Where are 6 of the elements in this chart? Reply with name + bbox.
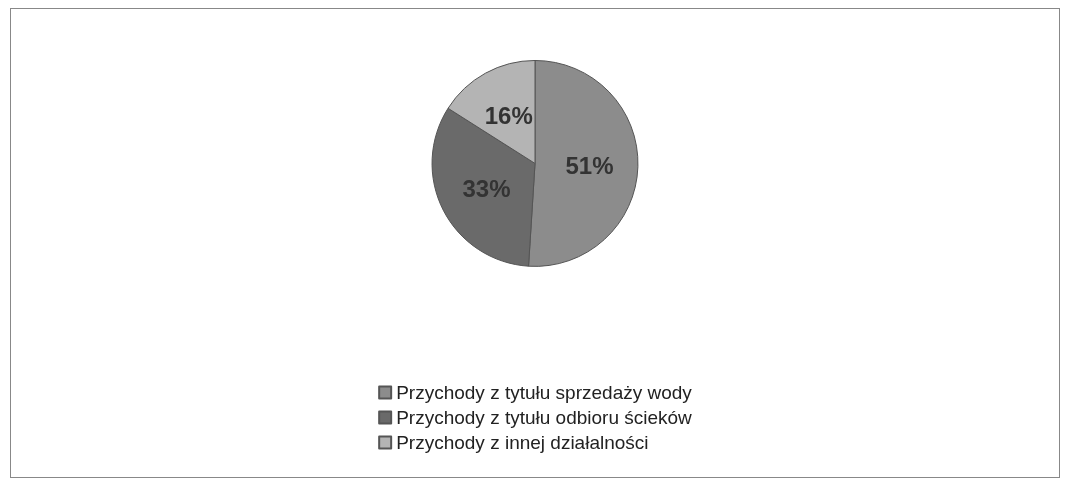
- data-label: 33%: [462, 174, 511, 202]
- legend-label: Przychody z innej działalności: [396, 432, 649, 453]
- legend-label: Przychody z tytułu sprzedaży wody: [396, 382, 693, 403]
- legend-label: Przychody z tytułu odbioru ścieków: [396, 407, 693, 428]
- data-label: 16%: [484, 102, 533, 130]
- data-label: 51%: [565, 151, 614, 179]
